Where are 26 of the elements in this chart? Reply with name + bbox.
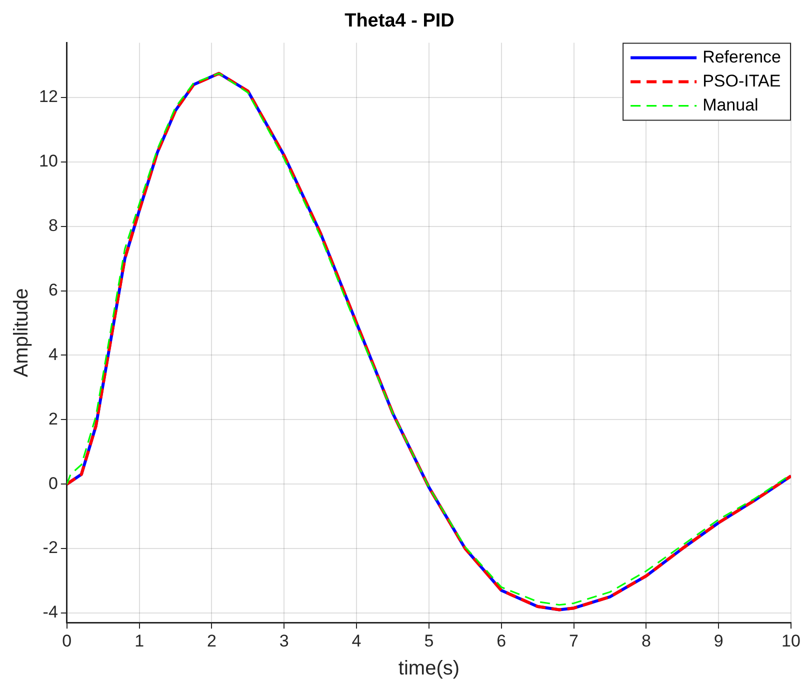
x-tick-label: 10 (782, 631, 800, 650)
y-tick-label: 12 (38, 87, 58, 106)
chart-title: Theta4 - PID (344, 10, 454, 32)
x-tick-label: 5 (424, 631, 434, 650)
x-tick-label: 3 (279, 631, 289, 650)
y-tick-label: 0 (48, 474, 58, 493)
x-tick-label: 1 (134, 631, 144, 650)
x-tick-label: 8 (641, 631, 651, 650)
legend-label: PSO-ITAE (702, 71, 781, 90)
y-tick-label: 4 (48, 344, 58, 364)
x-tick-label: 6 (496, 631, 506, 650)
y-tick-label: -4 (42, 602, 58, 622)
x-tick-label: 0 (62, 631, 72, 650)
y-tick-label: 10 (38, 152, 58, 171)
x-tick-label: 9 (714, 631, 724, 650)
legend-label: Manual (702, 95, 758, 114)
y-tick-label: 6 (48, 280, 58, 300)
y-tick-label: 8 (48, 216, 58, 236)
x-axis-title: time(s) (398, 658, 460, 680)
x-tick-label: 2 (206, 631, 216, 650)
y-axis-title: Amplitude (10, 288, 33, 378)
y-tick-label: 2 (48, 409, 58, 428)
x-tick-label: 7 (569, 631, 579, 650)
y-tick-label: -2 (42, 538, 58, 558)
legend-label: Reference (702, 47, 782, 66)
x-tick-label: 4 (352, 631, 362, 650)
